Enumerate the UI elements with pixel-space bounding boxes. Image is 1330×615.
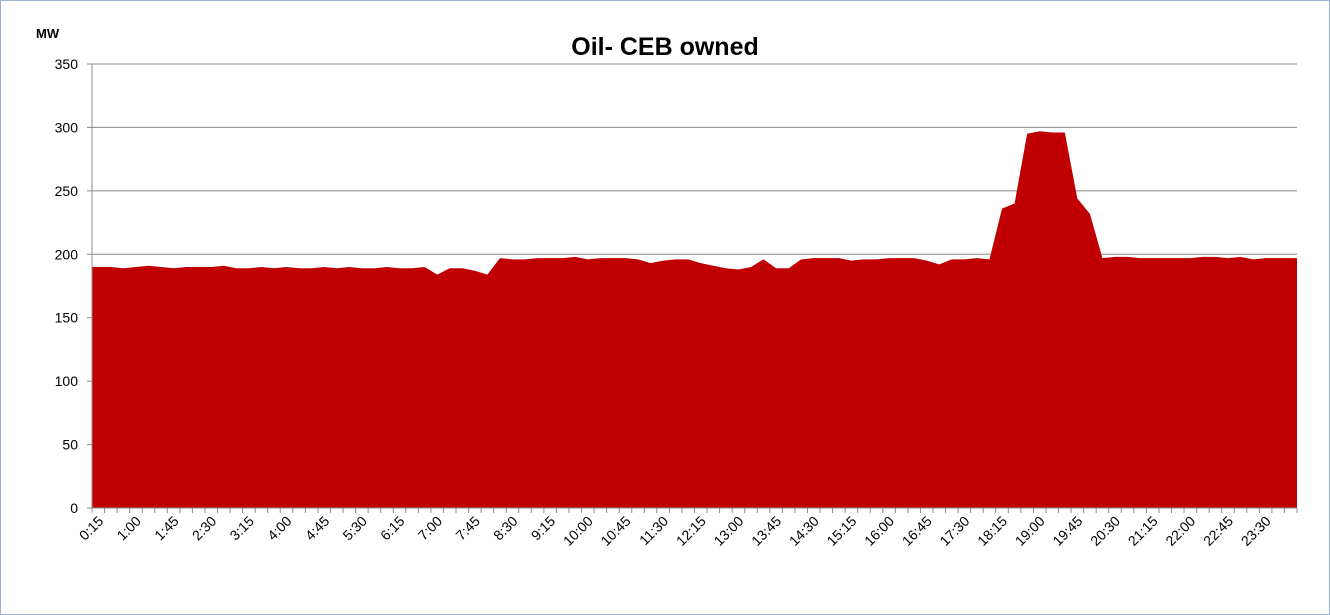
x-tick-label-22-00: 22:00 [1162,513,1198,549]
x-tick-label-21-15: 21:15 [1125,513,1161,549]
x-tick-label-19-45: 19:45 [1049,513,1085,549]
chart-title: Oil- CEB owned [571,33,759,61]
y-tick-label-100: 100 [55,373,79,389]
x-tick-label-10-00: 10:00 [560,513,596,549]
x-tick-label-1-45: 1:45 [151,513,182,544]
x-tick-label-18-15: 18:15 [974,513,1010,549]
x-tick-label-11-30: 11:30 [636,513,672,549]
x-tick-label-1-00: 1:00 [113,513,144,544]
x-tick-label-14-30: 14:30 [786,513,822,549]
x-tick-label-19-00: 19:00 [1012,513,1048,549]
x-tick-label-17-30: 17:30 [936,513,972,549]
axes [91,64,1298,513]
y-tick-label-50: 50 [62,437,78,453]
x-tick-label-4-45: 4:45 [302,513,333,544]
x-tick-labels: 0:15 1:00 1:45 2:30 3:15 4:00 4:45 5:30 6:15 7:00… [76,513,1274,549]
x-tick-label-7-45: 7:45 [452,513,483,544]
x-tick-label-3-15: 3:15 [226,513,257,544]
y-axis-unit-label: MW [36,26,60,41]
x-tick-label-15-15: 15:15 [823,513,859,549]
x-tick-label-8-30: 8:30 [490,513,521,544]
y-tick-label-300: 300 [55,119,79,135]
y-tick-label-200: 200 [55,246,79,262]
x-tick-label-13-45: 13:45 [748,513,784,549]
x-tick-label-13-00: 13:00 [710,513,746,549]
y-tick-label-250: 250 [55,183,79,199]
y-tick-label-350: 350 [55,56,79,72]
x-tick-label-16-00: 16:00 [861,513,897,549]
x-tick-label-7-00: 7:00 [415,513,446,544]
x-tick-label-22-45: 22:45 [1200,513,1236,549]
x-tick-label-5-30: 5:30 [339,513,370,544]
x-tick-label-16-45: 16:45 [899,513,935,549]
x-tick-label-0-15: 0:15 [76,513,107,544]
x-tick-label-4-00: 4:00 [264,513,295,544]
x-tick-label-9-15: 9:15 [528,513,559,544]
x-tick-label-23-30: 23:30 [1238,513,1274,549]
x-tick-label-20-30: 20:30 [1087,513,1123,549]
x-tick-label-6-15: 6:15 [377,513,408,544]
x-tick-label-10-45: 10:45 [597,513,633,549]
x-tick-label-2-30: 2:30 [189,513,220,544]
y-tick-label-150: 150 [55,310,79,326]
area-series-path [92,131,1297,509]
area-series [92,131,1297,509]
y-tick-labels: 0 50 100 150 200 250 300 350 [55,56,79,516]
x-tick-label-12-15: 12:15 [673,513,709,549]
y-tick-label-0: 0 [70,500,78,516]
